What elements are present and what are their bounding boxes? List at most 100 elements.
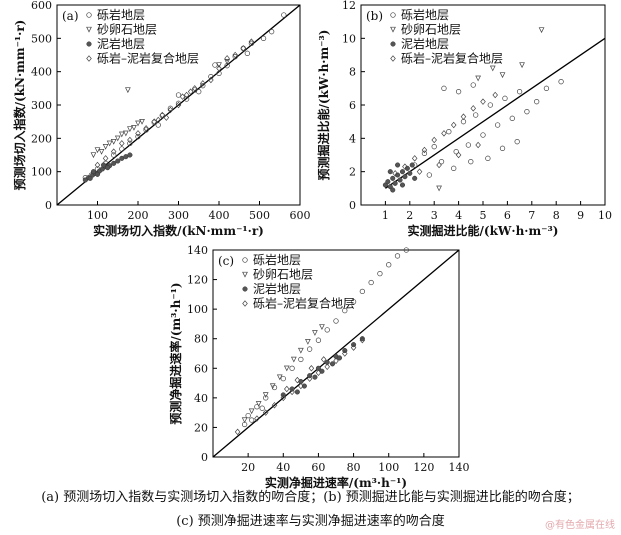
data-point (324, 359, 330, 365)
data-point (473, 112, 479, 118)
legend-marker (390, 26, 396, 33)
data-point (163, 114, 170, 121)
legend-marker (390, 41, 396, 47)
data-point (94, 147, 101, 154)
data-point (102, 144, 109, 150)
data-point (290, 356, 297, 363)
y-tick-label: 120 (187, 274, 208, 287)
data-point (404, 165, 410, 171)
data-point (397, 177, 403, 183)
data-point (276, 374, 283, 381)
data-point (232, 51, 238, 59)
data-point (492, 91, 498, 99)
x-axis-label: 实测净掘进速率/(m³·h⁻¹) (265, 475, 407, 490)
data-point (319, 324, 325, 330)
series-2 (241, 324, 325, 424)
series-3 (82, 152, 133, 183)
data-point (175, 101, 182, 109)
data-point (224, 59, 230, 65)
data-point (244, 50, 251, 56)
data-point (359, 336, 365, 342)
data-point (470, 105, 476, 112)
data-point (387, 169, 393, 175)
data-point (509, 115, 515, 121)
data-point (271, 402, 278, 409)
data-point (306, 375, 313, 382)
data-point (395, 172, 401, 178)
data-point (200, 80, 206, 87)
data-point (224, 55, 230, 62)
data-point (143, 125, 149, 132)
data-point (297, 347, 304, 354)
data-point (409, 162, 415, 168)
x-tick-label: 500 (249, 209, 270, 222)
data-point (359, 288, 366, 295)
data-point (259, 405, 265, 411)
legend-marker (390, 12, 396, 18)
data-point (216, 65, 222, 72)
x-tick-label: 300 (168, 209, 189, 222)
data-point (438, 159, 445, 165)
data-point (289, 365, 295, 371)
data-point (475, 75, 481, 82)
data-point (94, 171, 101, 177)
reference-line (385, 37, 605, 189)
data-point (167, 105, 174, 111)
x-tick-label: 100 (378, 461, 399, 474)
y-tick-label: 80 (194, 333, 208, 346)
data-point (436, 185, 442, 192)
data-point (280, 375, 286, 382)
data-point (450, 121, 457, 129)
y-tick-label: 200 (31, 132, 52, 145)
legend-label: 砂卵石地层 (253, 268, 313, 282)
data-point (118, 131, 125, 138)
series-1 (412, 79, 564, 178)
data-point (480, 132, 486, 138)
data-point (499, 145, 506, 151)
data-point (111, 152, 117, 158)
data-point (460, 119, 467, 125)
x-tick-label: 10 (598, 209, 612, 222)
data-point (105, 165, 111, 171)
data-point (306, 346, 313, 352)
data-point (294, 389, 300, 395)
y-tick-label: 500 (31, 32, 52, 45)
data-point (135, 134, 141, 140)
y-tick-label: 40 (194, 392, 208, 405)
legend-label: 砾岩地层 (253, 252, 301, 267)
data-point (249, 417, 255, 423)
watermark: @有色金属在线 (545, 520, 615, 531)
data-point (465, 142, 472, 148)
data-point (485, 155, 491, 161)
x-tick-label: 6 (504, 209, 511, 222)
data-point (155, 122, 161, 128)
series-4 (392, 91, 498, 177)
legend-marker (390, 55, 396, 62)
x-tick-label: 9 (577, 209, 584, 222)
data-point (155, 116, 162, 124)
legend-label: 砾岩–泥岩复合地层 (97, 51, 199, 66)
data-point (312, 330, 318, 336)
y-tick-label: 600 (31, 0, 52, 12)
data-point (308, 365, 315, 372)
legend-marker (242, 300, 248, 307)
data-point (441, 130, 447, 137)
data-point (407, 170, 413, 176)
data-point (115, 158, 121, 164)
data-point (329, 361, 336, 367)
data-point (489, 65, 496, 72)
legend-label: 砾岩–泥岩复合地层 (401, 51, 503, 66)
data-point (403, 247, 409, 253)
y-tick-label: 8 (349, 66, 356, 79)
x-tick-label: 8 (553, 209, 560, 222)
x-tick-label: 400 (209, 209, 230, 222)
data-point (421, 146, 428, 154)
legend-label: 砾岩地层 (401, 7, 449, 22)
y-tick-label: 4 (349, 132, 356, 145)
data-point (101, 162, 107, 168)
data-point (216, 62, 222, 69)
data-point (453, 149, 459, 155)
data-point (191, 85, 198, 92)
data-point (392, 180, 398, 186)
